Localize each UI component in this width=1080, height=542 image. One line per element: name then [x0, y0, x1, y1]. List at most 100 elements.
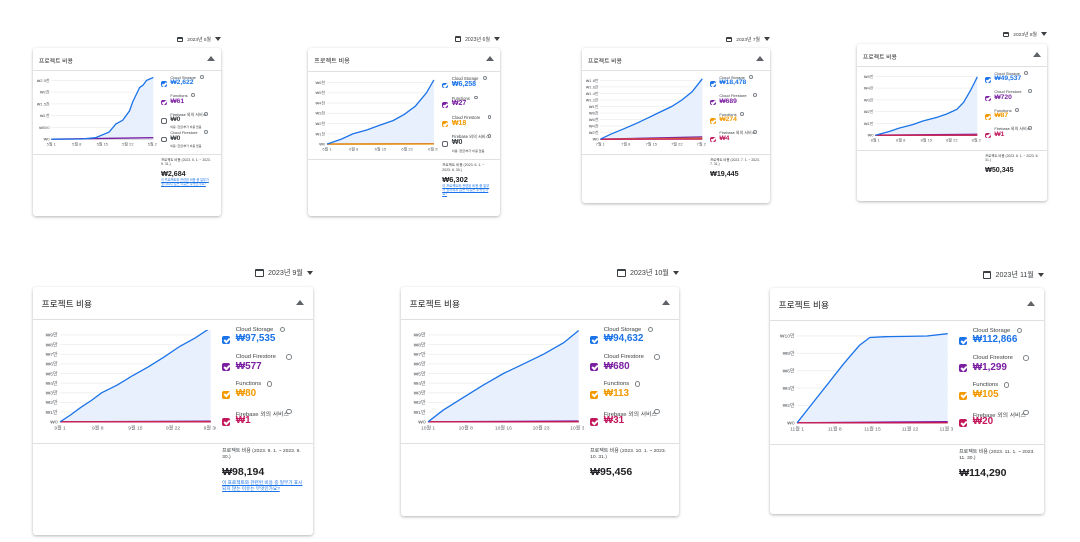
- info-icon[interactable]: [1023, 70, 1028, 75]
- collapse-icon[interactable]: [662, 300, 671, 306]
- info-icon[interactable]: [279, 326, 286, 333]
- info-icon[interactable]: [191, 93, 195, 98]
- collapse-icon[interactable]: [207, 55, 216, 61]
- info-icon[interactable]: [753, 130, 758, 135]
- period-selector[interactable]: 2023년 8월: [1003, 31, 1047, 38]
- info-icon[interactable]: [204, 111, 209, 116]
- y-tick-label: ₩2만: [783, 403, 795, 410]
- series-line-cloud-storage: [796, 333, 948, 424]
- legend-checkbox-checked[interactable]: [959, 418, 968, 427]
- legend-checkbox-checked[interactable]: [161, 99, 167, 106]
- info-icon[interactable]: [199, 74, 204, 79]
- info-icon[interactable]: [748, 74, 753, 79]
- total-cost-value: ₩98,194: [222, 465, 265, 478]
- legend-checkbox-checked[interactable]: [710, 136, 716, 143]
- info-icon[interactable]: [487, 134, 492, 139]
- legend-series-name: Cloud Storage: [994, 70, 1020, 76]
- series-area-cloud-storage: [428, 330, 579, 423]
- legend-checkbox-checked[interactable]: [710, 118, 716, 124]
- legend-checkbox-checked[interactable]: [985, 95, 991, 102]
- info-icon[interactable]: [1028, 126, 1033, 131]
- info-icon[interactable]: [647, 326, 654, 333]
- period-selector[interactable]: 2023년 5월: [177, 36, 221, 43]
- card-header: 프로젝트 비용: [33, 48, 221, 71]
- legend-checkbox-checked[interactable]: [590, 335, 599, 345]
- info-icon[interactable]: [473, 95, 478, 100]
- legend-checkbox-unchecked[interactable]: [442, 140, 448, 147]
- legend-value: ₩274: [719, 116, 737, 124]
- legend-checkbox-checked[interactable]: [590, 390, 599, 399]
- legend-checkbox-unchecked[interactable]: [161, 118, 167, 124]
- legend-checkbox-checked[interactable]: [442, 121, 448, 128]
- info-icon[interactable]: [1022, 354, 1029, 361]
- legend-checkbox-checked[interactable]: [161, 81, 167, 87]
- info-icon[interactable]: [1016, 327, 1023, 334]
- legend-checkbox-checked[interactable]: [959, 336, 968, 346]
- series-line-cloud-storage: [59, 327, 212, 423]
- legend-checkbox-checked[interactable]: [985, 77, 991, 83]
- y-tick-label: ₩2만: [864, 108, 874, 114]
- help-link[interactable]: 이 프로젝트와 관련된 비용 중 일부가 표시되지 않는 이유는 무엇인가요?: [161, 178, 209, 186]
- legend-checkbox-checked[interactable]: [590, 417, 599, 426]
- period-selector[interactable]: 2023년 9월: [255, 268, 313, 278]
- info-icon[interactable]: [1015, 107, 1019, 112]
- legend-series-name: Cloud Firestore: [994, 89, 1022, 95]
- legend-value: ₩1,299: [972, 361, 1007, 373]
- y-tick-label: ₩6만: [46, 361, 58, 368]
- legend-value: ₩20: [972, 416, 994, 428]
- collapse-icon[interactable]: [296, 300, 305, 306]
- card-title: 프로젝트 비용: [587, 58, 622, 65]
- legend-checkbox-checked[interactable]: [959, 364, 968, 373]
- info-icon[interactable]: [482, 76, 487, 81]
- info-icon[interactable]: [266, 381, 273, 387]
- info-icon[interactable]: [634, 381, 641, 387]
- collapse-icon[interactable]: [1033, 51, 1042, 57]
- legend-checkbox-checked[interactable]: [222, 335, 231, 345]
- legend-checkbox-checked[interactable]: [985, 114, 991, 120]
- legend-value: ₩18,478: [719, 79, 747, 87]
- period-selector[interactable]: 2023년 7월: [726, 36, 770, 43]
- chart-legend: Cloud Storage ₩49,537 Cloud Firestore ₩720 F…: [985, 70, 1039, 142]
- info-icon[interactable]: [653, 408, 660, 415]
- cost-chart: ₩0 ₩2만 ₩4만 ₩6만 ₩8만 ₩10만 11월 1 11월 8 11월 15 11월 22…: [776, 331, 956, 436]
- info-icon[interactable]: [1028, 89, 1033, 94]
- card-title: 프로젝트 비용: [38, 58, 73, 65]
- info-icon[interactable]: [204, 130, 209, 135]
- legend-checkbox-checked[interactable]: [710, 99, 716, 106]
- card-title: 프로젝트 비용: [41, 299, 92, 310]
- legend-checkbox-checked[interactable]: [222, 390, 231, 399]
- legend-value: ₩577: [235, 360, 262, 372]
- y-tick-label: ₩1만: [46, 409, 58, 416]
- info-icon[interactable]: [487, 114, 492, 119]
- period-selector[interactable]: 2023년 6월: [454, 36, 500, 43]
- chevron-down-icon: [215, 37, 221, 42]
- collapse-icon[interactable]: [1027, 301, 1036, 307]
- info-icon[interactable]: [1022, 409, 1029, 416]
- legend-value: ₩97,535: [235, 333, 276, 345]
- legend-checkbox-checked[interactable]: [442, 102, 448, 108]
- help-link[interactable]: 이 프로젝트와 관련된 비용 중 일부가 표시되지 않는 이유는 무엇인가요?: [442, 184, 490, 197]
- collapse-icon[interactable]: [485, 56, 494, 62]
- period-selector[interactable]: 2023년 10월: [617, 268, 679, 278]
- info-icon[interactable]: [1003, 382, 1010, 388]
- legend-checkbox-checked[interactable]: [222, 363, 231, 372]
- help-link[interactable]: 이 프로젝트와 관련된 비용 중 일부가 표시되지 않는 이유는 무엇인가요?: [222, 480, 303, 491]
- period-selector[interactable]: 2023년 11월: [982, 270, 1044, 280]
- legend-checkbox-checked[interactable]: [710, 81, 716, 87]
- collapse-icon[interactable]: [756, 55, 765, 61]
- legend-checkbox-checked[interactable]: [222, 417, 231, 426]
- info-icon[interactable]: [285, 353, 292, 360]
- card-title: 프로젝트 비용: [314, 57, 350, 65]
- legend-checkbox-checked[interactable]: [959, 391, 968, 400]
- legend-checkbox-unchecked[interactable]: [161, 136, 167, 143]
- legend-checkbox-checked[interactable]: [590, 363, 599, 372]
- y-tick-label: ₩10만: [780, 333, 795, 340]
- info-icon[interactable]: [653, 353, 660, 360]
- total-cost-value: ₩114,290: [959, 466, 1007, 479]
- info-icon[interactable]: [285, 408, 292, 415]
- legend-checkbox-checked[interactable]: [442, 82, 448, 89]
- total-cost-value: ₩95,456: [590, 465, 633, 478]
- info-icon[interactable]: [740, 111, 744, 116]
- info-icon[interactable]: [753, 93, 758, 98]
- legend-checkbox-checked[interactable]: [985, 132, 991, 139]
